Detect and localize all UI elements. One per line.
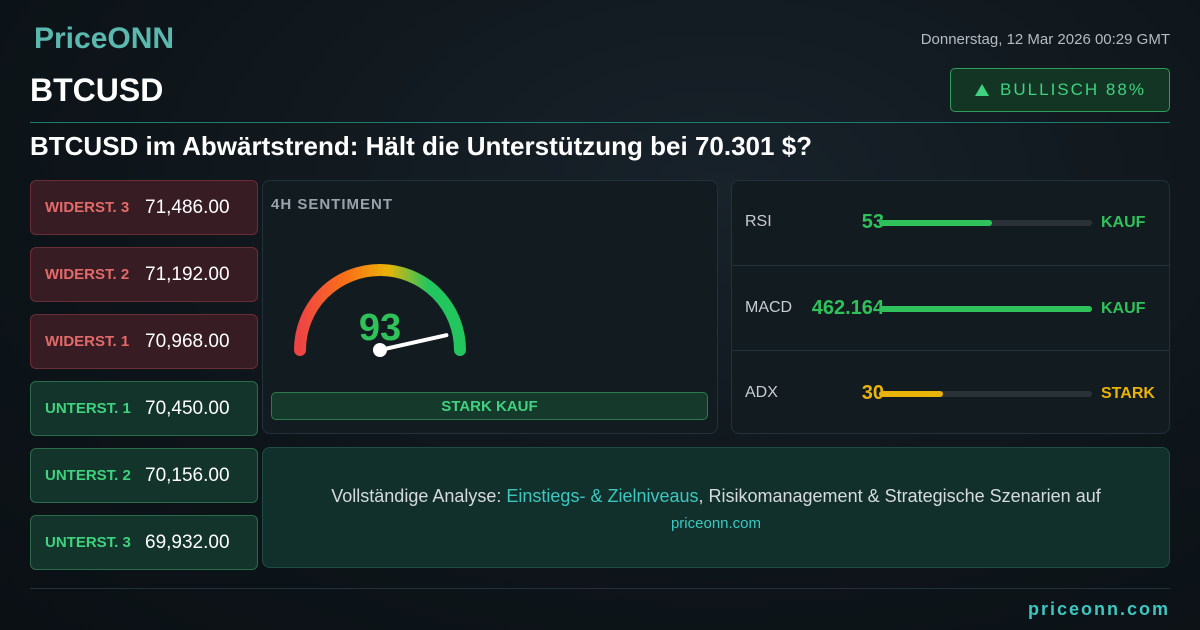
logo: PriceONN	[34, 22, 175, 55]
level-label: UNTERST. 3	[45, 534, 131, 551]
indicator-fill	[879, 306, 1092, 312]
gauge-score: 93	[359, 307, 401, 349]
level-label: WIDERST. 3	[45, 199, 130, 216]
footer-text: Vollständige Analyse: Einstiegs- & Zieln…	[262, 486, 1170, 507]
level-value: 71,486.00	[145, 196, 230, 218]
level-box: WIDERST. 1 70,968.00	[30, 314, 258, 369]
gauge-hub	[373, 343, 387, 357]
divider	[30, 122, 1170, 123]
level-box: UNTERST. 3 69,932.00	[30, 515, 258, 570]
level-box: WIDERST. 2 71,192.00	[30, 247, 258, 302]
brand: priceonn.com	[1027, 599, 1170, 619]
level-value: 70,450.00	[145, 397, 230, 419]
level-box: UNTERST. 2 70,156.00	[30, 448, 258, 503]
indicator-name: RSI	[745, 213, 772, 230]
level-box: UNTERST. 1 70,450.00	[30, 381, 258, 436]
indicator-name: ADX	[745, 384, 778, 401]
footer-after: , Risikomanagement & Strategische Szenar…	[698, 486, 1101, 506]
indicator-track	[879, 391, 1092, 397]
indicator-status: KAUF	[1101, 300, 1146, 317]
level-label: WIDERST. 2	[45, 266, 130, 283]
gauge-needle	[378, 333, 449, 352]
sentiment-panel	[262, 180, 718, 434]
indicator-fill	[879, 391, 943, 397]
indicator-row: MACD 462.164 KAUF	[732, 265, 1169, 351]
indicator-status: STARK	[1101, 385, 1155, 402]
symbol: BTCUSD	[30, 72, 164, 108]
gauge-arc	[294, 264, 466, 356]
level-value: 70,156.00	[145, 464, 230, 486]
indicator-name: MACD	[745, 299, 793, 316]
level-value: 70,968.00	[145, 330, 230, 352]
indicator-fill	[879, 220, 992, 226]
arrow-up	[975, 84, 990, 96]
footer-panel	[262, 447, 1170, 568]
level-value: 69,932.00	[145, 531, 230, 553]
indicator-status: KAUF	[1101, 214, 1146, 231]
indicator-value: 30	[861, 382, 884, 404]
sentiment-title: 4H SENTIMENT	[271, 196, 394, 213]
indicator-track	[879, 220, 1092, 226]
badge: BULLISCH 88%	[950, 68, 1170, 112]
badge-text: BULLISCH 88%	[1000, 80, 1146, 99]
indicator-row: RSI 53 KAUF	[732, 180, 1169, 265]
footer-site: priceonn.com	[670, 515, 762, 532]
indicator-track	[879, 306, 1092, 312]
level-box: WIDERST. 3 71,486.00	[30, 180, 258, 235]
footer-link: Einstiegs- & Zielniveaus	[506, 486, 699, 506]
level-label: UNTERST. 2	[45, 467, 131, 484]
indicator-row: ADX 30 STARK	[732, 350, 1169, 436]
footer-before: Vollständige Analyse:	[331, 486, 502, 506]
gauge: 93	[294, 264, 466, 357]
headline: BTCUSD im Abwärtstrend: Hält die Unterst…	[30, 131, 813, 161]
divider	[30, 588, 1170, 589]
verdict: STARK KAUF	[271, 392, 708, 420]
indicator-value: 53	[861, 211, 884, 233]
level-value: 71,192.00	[145, 263, 230, 285]
date: Donnerstag, 12 Mar 2026 00:29 GMT	[920, 31, 1170, 48]
level-label: WIDERST. 1	[45, 333, 130, 350]
level-label: UNTERST. 1	[45, 400, 131, 417]
indicator-value: 462.164	[811, 297, 884, 319]
